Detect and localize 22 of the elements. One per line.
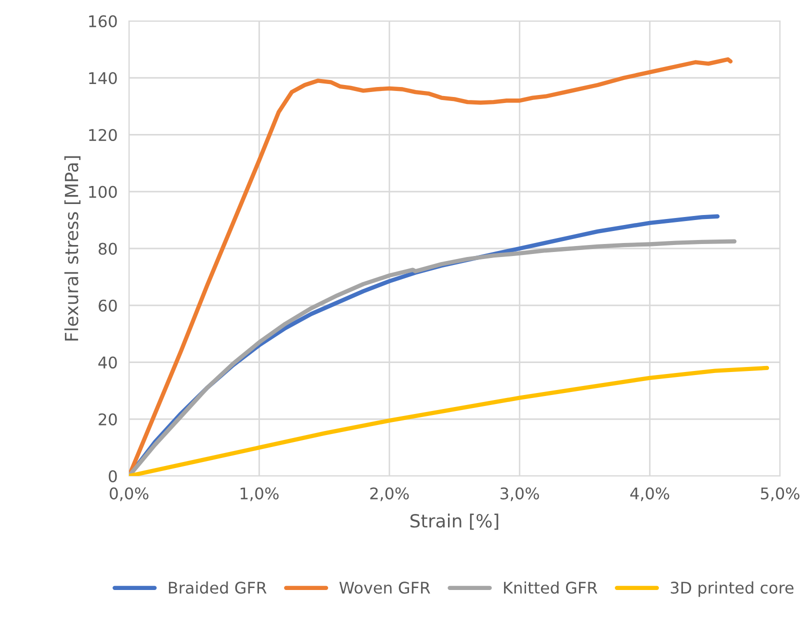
y-tick-label: 100 bbox=[89, 186, 117, 198]
y-tick-label: 160 bbox=[89, 15, 117, 28]
y-axis-title: Flexural stress [MPa] bbox=[64, 156, 80, 340]
legend-label: Knitted GFR bbox=[504, 581, 598, 594]
x-tick-label: 3,0% bbox=[500, 487, 540, 502]
y-tick-label: 80 bbox=[98, 242, 117, 255]
legend-label: Woven GFR bbox=[339, 582, 430, 594]
x-tick-label: 5,0% bbox=[760, 487, 800, 502]
x-axis-title: Strain [%] bbox=[410, 514, 498, 530]
x-tick-label: 0,0% bbox=[110, 487, 148, 502]
y-tick-label: 0 bbox=[108, 470, 117, 482]
y-tick-label: 140 bbox=[89, 72, 117, 84]
y-tick-label: 60 bbox=[98, 300, 117, 312]
y-tick-label: 120 bbox=[89, 128, 117, 142]
legend-label: 3D printed core bbox=[670, 581, 794, 597]
y-tick-label: 20 bbox=[98, 413, 117, 426]
x-tick-label: 2,0% bbox=[370, 487, 409, 502]
line-series bbox=[129, 366, 770, 476]
y-tick-label: 40 bbox=[98, 356, 117, 369]
legend-label: Braided GFR bbox=[168, 581, 267, 594]
x-tick-label: 4,0% bbox=[630, 487, 670, 502]
x-tick-label: 1,0% bbox=[240, 487, 279, 502]
